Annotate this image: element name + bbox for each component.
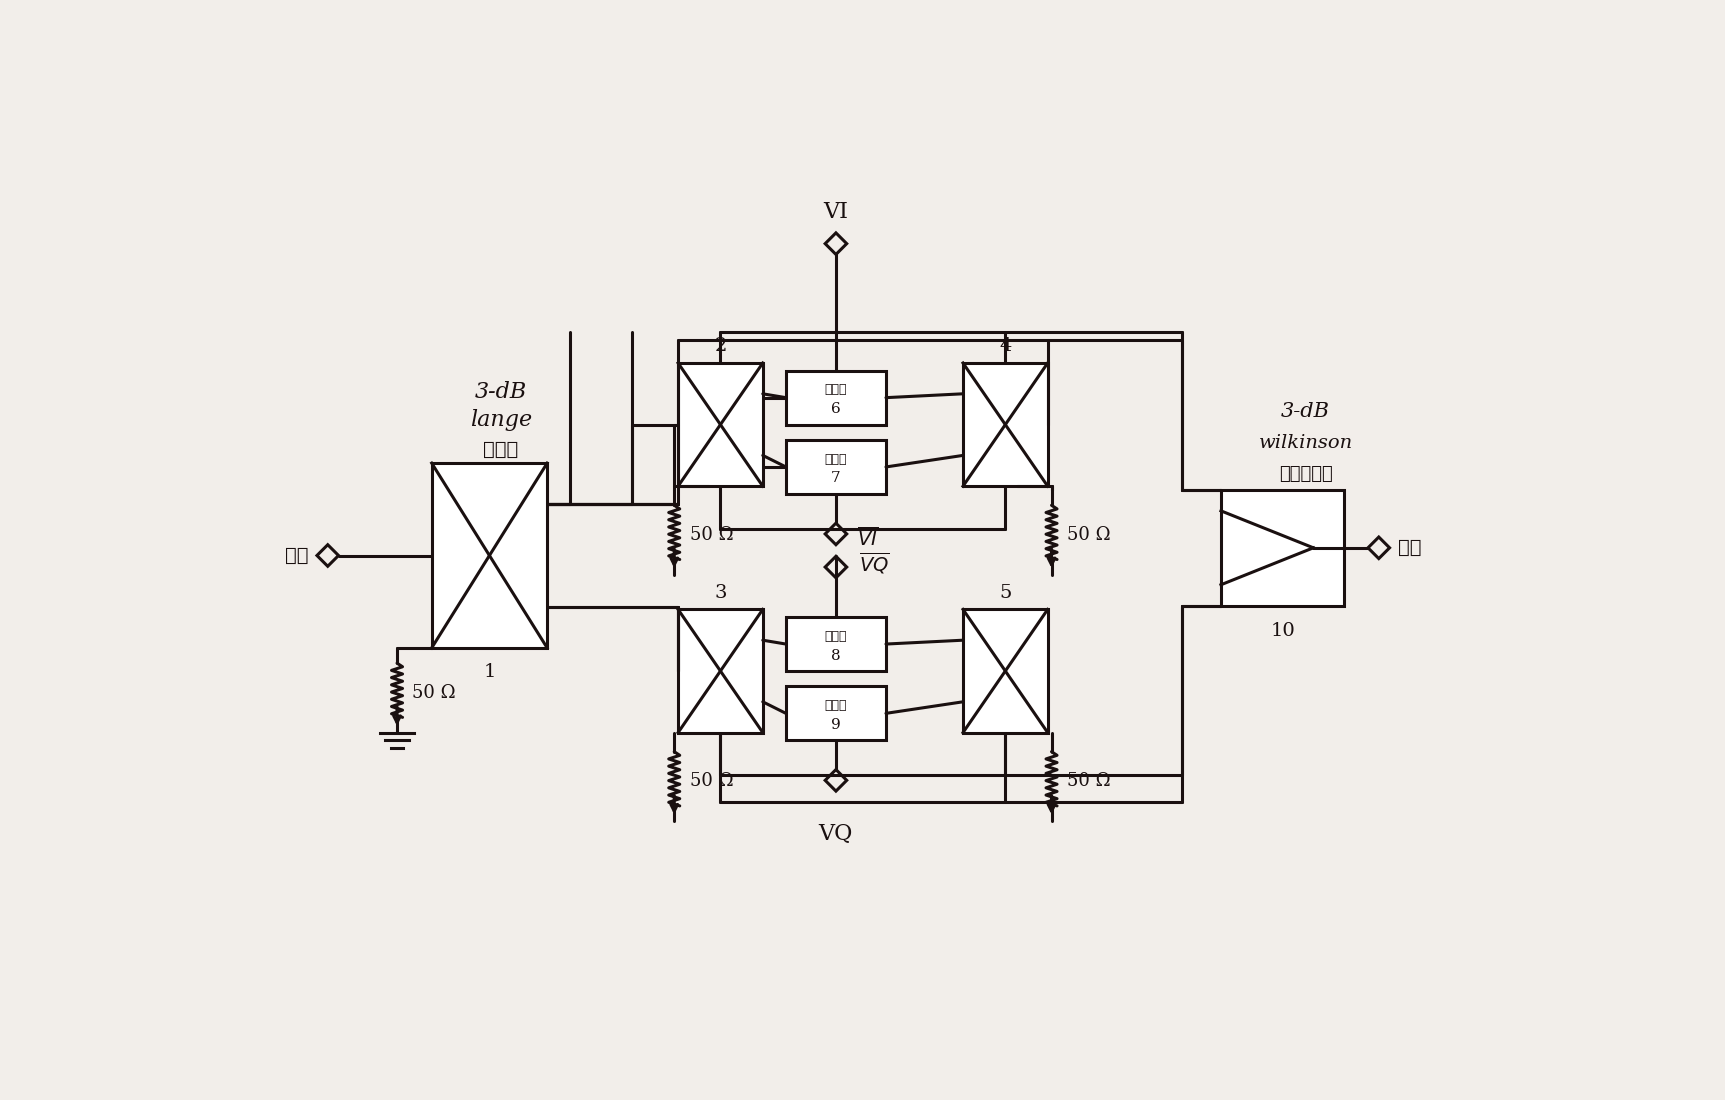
Text: 功率合成器: 功率合成器 [1278,465,1332,483]
Text: 5: 5 [999,584,1011,602]
Text: 4: 4 [999,338,1011,355]
Text: 放大器: 放大器 [825,453,847,465]
Text: 50 Ω: 50 Ω [1068,526,1111,543]
Text: 50 Ω: 50 Ω [690,772,733,790]
Polygon shape [787,440,887,494]
Text: 3-dB: 3-dB [474,381,528,403]
Text: 50 Ω: 50 Ω [690,526,733,543]
Polygon shape [787,371,887,425]
Text: 放大器: 放大器 [825,384,847,396]
Text: 1: 1 [483,663,495,681]
Text: 8: 8 [831,649,840,662]
Polygon shape [787,686,887,740]
Polygon shape [678,609,762,733]
Text: 2: 2 [714,338,726,355]
Text: 3-dB: 3-dB [1282,402,1330,421]
Text: 3: 3 [714,584,726,602]
Text: 耦合器: 耦合器 [483,440,519,460]
Text: $\overline{VQ}$: $\overline{VQ}$ [859,550,890,576]
Text: 输入: 输入 [285,546,309,565]
Text: $\overline{VI}$: $\overline{VI}$ [857,526,878,550]
Polygon shape [963,363,1047,486]
Text: lange: lange [469,409,531,431]
Text: 10: 10 [1270,623,1295,640]
Text: 放大器: 放大器 [825,630,847,642]
Polygon shape [678,363,762,486]
Text: 输出: 输出 [1397,538,1421,558]
Polygon shape [787,617,887,671]
Text: 9: 9 [831,718,840,732]
Polygon shape [963,609,1047,733]
Text: VI: VI [823,201,849,223]
Text: 50 Ω: 50 Ω [412,683,455,702]
Text: 放大器: 放大器 [825,700,847,712]
Text: wilkinson: wilkinson [1259,433,1352,452]
Text: 50 Ω: 50 Ω [1068,772,1111,790]
Text: 6: 6 [831,403,840,416]
Text: 7: 7 [831,472,840,485]
Text: VQ: VQ [819,823,854,845]
Polygon shape [1221,491,1344,605]
Polygon shape [431,463,547,648]
